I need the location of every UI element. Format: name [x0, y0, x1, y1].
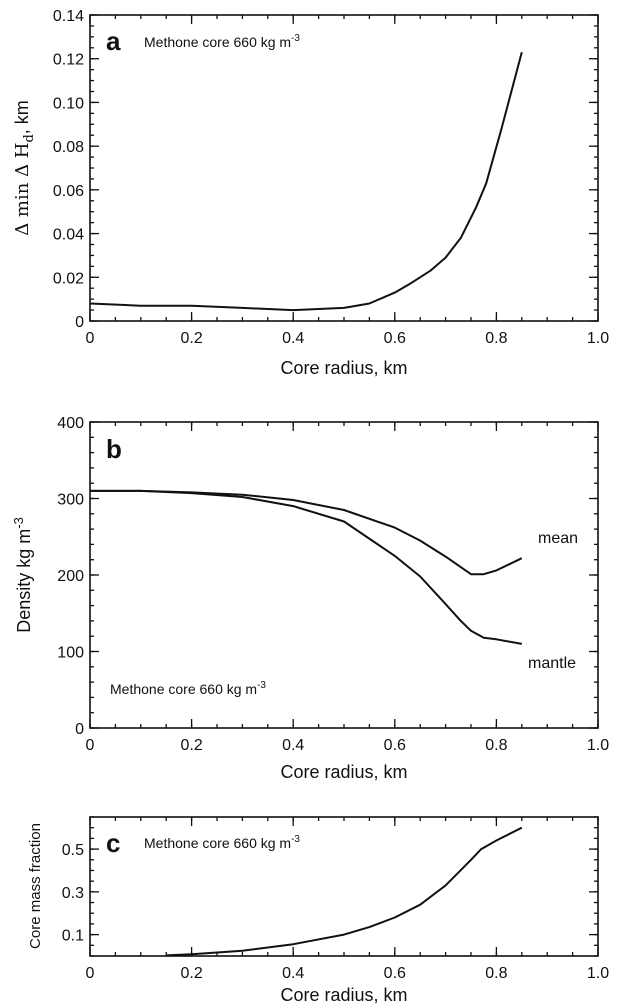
y-tick-label: 0 [75, 721, 84, 738]
series-line-mantle [90, 489, 522, 645]
y-tick-label: 0 [75, 314, 84, 331]
panel-a-note: Methone core 660 kg m-3 [144, 33, 300, 50]
panel-c-xlabel: Core radius, km [280, 985, 407, 1005]
panel-b-ticks [89, 421, 599, 729]
panel-b-ylabel: Density kg m-3 [11, 517, 34, 633]
panel-c-ticks [89, 816, 599, 957]
panel-b-xlabel: Core radius, km [280, 762, 407, 782]
x-tick-label: 0.4 [282, 330, 304, 347]
panel-c-note: Methone core 660 kg m-3 [144, 834, 300, 851]
y-tick-label: 0.02 [53, 270, 84, 287]
panel-a-tick-labels: 0 0.2 0.4 0.6 0.8 1.0 0 0.02 0.04 0.06 0.08 0.10 0.1… [53, 8, 609, 347]
x-tick-label: 1.0 [587, 330, 609, 347]
series-line-1 [89, 51, 523, 312]
panel-b-note: Methone core 660 kg m-3 [110, 680, 266, 697]
panel-b-curves [90, 489, 523, 645]
panel-a-ylabel: Δ min Δ Hd, km [12, 100, 37, 236]
series-line-mean [90, 489, 523, 576]
panel-c-tick-labels: 0 0.2 0.4 0.6 0.8 1.0 0.1 0.3 0.5 [62, 842, 609, 982]
y-tick-label: 0.06 [53, 183, 84, 200]
x-tick-label: 0 [86, 737, 95, 754]
panel-a-xlabel: Core radius, km [280, 358, 407, 378]
x-tick-label: 0.4 [282, 965, 304, 982]
x-tick-label: 1.0 [587, 737, 609, 754]
panel-c-curves [166, 826, 523, 957]
y-tick-label: 0.04 [53, 227, 84, 244]
panel-b-series-label-mean: mean [538, 530, 578, 547]
y-tick-label: 200 [57, 568, 84, 585]
panel-b-series-label-mantle: mantle [528, 655, 576, 672]
y-tick-label: 0.1 [62, 928, 84, 945]
panel-c-letter: c [106, 828, 120, 858]
panel-b-tick-labels: 0 0.2 0.4 0.6 0.8 1.0 0 100 200 300 400 [57, 415, 609, 754]
x-tick-label: 0 [86, 965, 95, 982]
x-tick-label: 0.8 [485, 330, 507, 347]
series-line-1 [166, 826, 523, 957]
x-tick-label: 0.4 [282, 737, 304, 754]
panel-a-curves [89, 51, 523, 312]
y-tick-label: 0.3 [62, 885, 84, 902]
panel-c-ylabel: Core mass fraction [27, 823, 44, 949]
panel-a: 0 0.2 0.4 0.6 0.8 1.0 0 0.02 0.04 0.06 0.08 0.10 0.1… [12, 8, 609, 378]
panel-a-frame [89, 14, 599, 322]
y-tick-label: 100 [57, 645, 84, 662]
y-tick-label: 0.08 [53, 139, 84, 156]
x-tick-label: 0.8 [485, 965, 507, 982]
panel-a-ticks [89, 14, 599, 322]
y-tick-label: 400 [57, 415, 84, 432]
x-tick-label: 0.6 [384, 965, 406, 982]
x-tick-label: 0.6 [384, 737, 406, 754]
y-tick-label: 0.10 [53, 95, 84, 112]
panel-b-letter: b [106, 434, 122, 464]
panel-a-letter: a [106, 26, 121, 56]
y-tick-label: 0.12 [53, 52, 84, 69]
y-tick-label: 300 [57, 492, 84, 509]
x-tick-label: 0.8 [485, 737, 507, 754]
x-tick-label: 0.6 [384, 330, 406, 347]
x-tick-label: 0 [86, 330, 95, 347]
panel-b: 0 0.2 0.4 0.6 0.8 1.0 0 100 200 300 400 b mean man… [11, 415, 609, 782]
x-tick-label: 0.2 [180, 330, 202, 347]
x-tick-label: 0.2 [180, 737, 202, 754]
y-tick-label: 0.14 [53, 8, 84, 25]
x-tick-label: 1.0 [587, 965, 609, 982]
x-tick-label: 0.2 [180, 965, 202, 982]
panel-c: 0 0.2 0.4 0.6 0.8 1.0 0.1 0.3 0.5 c Methone core… [27, 816, 609, 1005]
y-tick-label: 0.5 [62, 842, 84, 859]
